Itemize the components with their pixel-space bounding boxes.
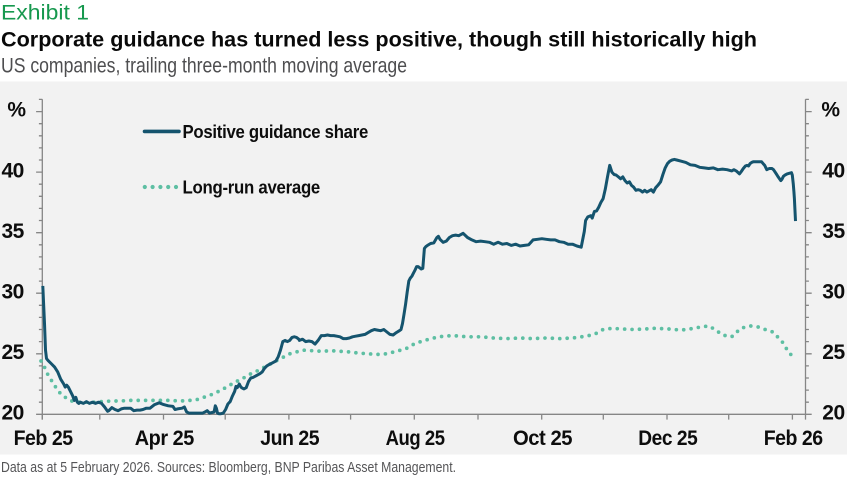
svg-text:Oct 25: Oct 25 bbox=[513, 427, 573, 450]
svg-text:35: 35 bbox=[1, 220, 24, 243]
svg-text:30: 30 bbox=[1, 281, 23, 304]
svg-text:Positive guidance share: Positive guidance share bbox=[183, 121, 369, 142]
svg-text:%: % bbox=[7, 99, 26, 122]
svg-text:Feb 25: Feb 25 bbox=[14, 427, 74, 450]
svg-text:25: 25 bbox=[1, 341, 24, 364]
svg-text:Jun 25: Jun 25 bbox=[260, 427, 320, 450]
svg-text:40: 40 bbox=[822, 160, 844, 183]
svg-text:20: 20 bbox=[822, 402, 844, 425]
svg-text:Feb 26: Feb 26 bbox=[764, 427, 823, 450]
svg-text:%: % bbox=[821, 99, 840, 122]
svg-text:Aug 25: Aug 25 bbox=[386, 427, 446, 450]
svg-text:40: 40 bbox=[1, 160, 23, 183]
svg-text:30: 30 bbox=[822, 281, 844, 304]
svg-text:Exhibit 1: Exhibit 1 bbox=[1, 0, 89, 24]
svg-text:Dec 25: Dec 25 bbox=[638, 427, 698, 450]
svg-text:25: 25 bbox=[822, 341, 845, 364]
svg-text:20: 20 bbox=[1, 402, 23, 425]
svg-text:Long-run average: Long-run average bbox=[183, 177, 321, 198]
svg-text:Data as at 5 February 2026. So: Data as at 5 February 2026. Sources: Blo… bbox=[1, 459, 456, 476]
svg-text:Apr 25: Apr 25 bbox=[135, 427, 195, 450]
svg-text:Corporate guidance has turned: Corporate guidance has turned less posit… bbox=[1, 29, 757, 52]
svg-text:35: 35 bbox=[822, 220, 845, 243]
svg-text:US companies, trailing three-m: US companies, trailing three-month movin… bbox=[1, 55, 407, 78]
